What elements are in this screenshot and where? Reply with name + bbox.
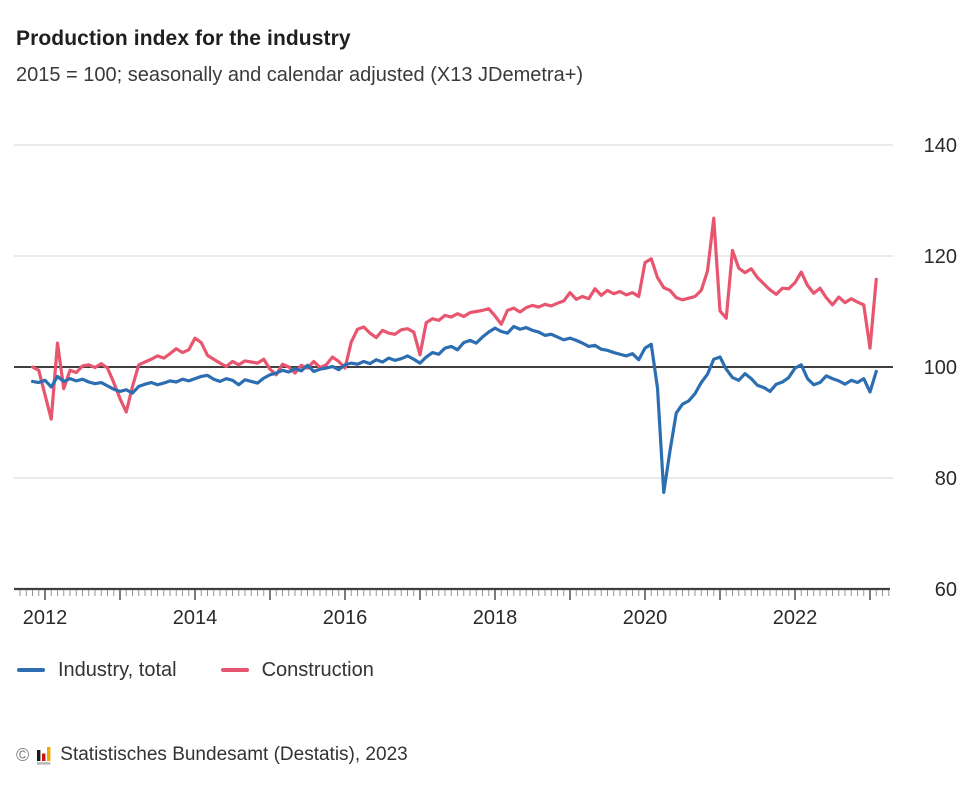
legend-swatch [17,668,45,673]
legend-item-industry-total[interactable]: Industry, total [17,659,177,682]
chart-legend: Industry, total Construction [17,656,980,684]
x-tick-label-2018: 2018 [473,607,518,629]
legend-label: Industry, total [58,658,177,681]
legend-swatch [220,668,249,673]
x-tick-label-2020: 2020 [623,607,668,629]
chart-header: Production index for the industry 2015 =… [0,0,980,92]
series-line-industry-total [30,325,878,495]
legend-label: Construction [261,658,374,681]
chart-title: Production index for the industry [16,27,351,50]
x-tick-label-2022: 2022 [773,607,818,629]
production-index-line-chart: 2012 2014 2016 2018 2020 2022 60 80 100 120 140 [14,135,957,629]
x-tick-label-2012: 2012 [23,607,68,629]
y-tick-label-60: 60 [935,579,957,601]
y-tick-label-140: 140 [924,135,957,157]
y-tick-label-80: 80 [935,468,957,490]
legend-item-construction[interactable]: Construction [220,658,374,682]
x-tick-label-2016: 2016 [323,607,368,629]
source-text: Statistisches Bundesamt (Destatis), 2023 [60,744,408,766]
chart-subtitle: 2015 = 100; seasonally and calendar adju… [16,64,584,87]
y-tick-label-120: 120 [924,246,957,268]
copyright-symbol: © [16,745,30,766]
source-footer: © Statistisches Bundesamt (Destatis), 20… [16,742,980,768]
y-tick-label-100: 100 [924,357,957,379]
series-line-construction [30,216,878,422]
x-tick-label-2014: 2014 [173,607,218,629]
destatis-bar-chart-icon [37,747,51,765]
